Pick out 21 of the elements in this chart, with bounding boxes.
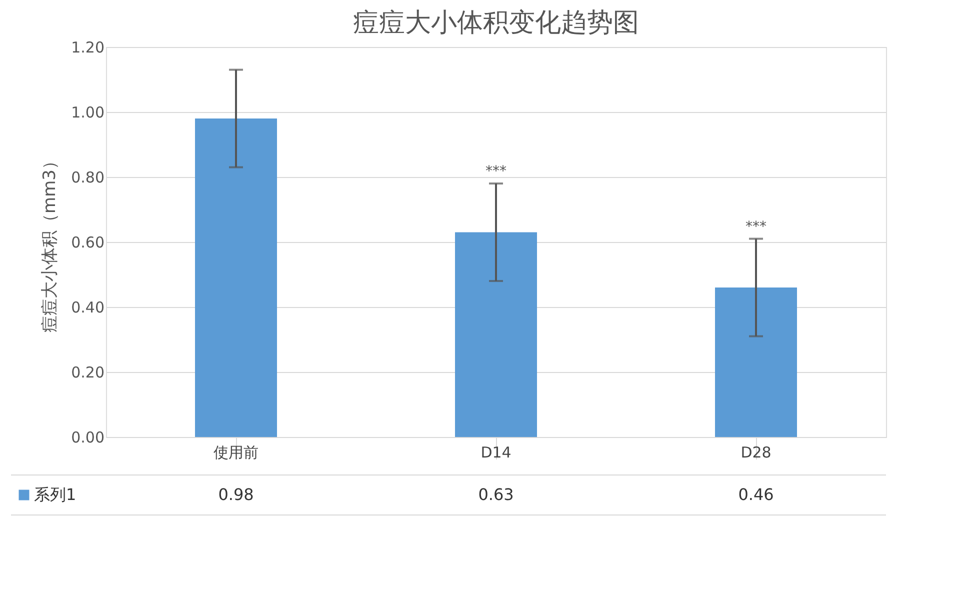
bar [715,288,797,437]
y-tick-label: 0.60 [71,234,104,252]
data-label: 0.46 [738,485,774,504]
bar [195,118,277,437]
annotation: *** [486,164,506,180]
y-tick-label: 1.20 [71,38,104,56]
y-tick-label: 0.40 [71,298,104,316]
x-tick-label: 使用前 [214,444,258,462]
y-tick-label: 0.00 [71,428,104,446]
x-tick-label: D28 [740,444,772,462]
chart-title: 痘痘大小体积变化趋势图 [353,8,639,38]
data-label: 0.63 [478,485,514,504]
y-axis-title: 痘痘大小体积（mm3） [40,152,60,332]
legend-label: 系列1 [34,485,76,504]
data-label: 0.98 [218,485,254,504]
y-tick-label: 0.20 [71,364,104,382]
bar [455,232,537,437]
y-tick-label: 0.80 [71,168,104,186]
annotation: *** [746,218,766,235]
x-tick-label: D14 [480,444,512,462]
y-tick-label: 1.00 [71,104,104,122]
